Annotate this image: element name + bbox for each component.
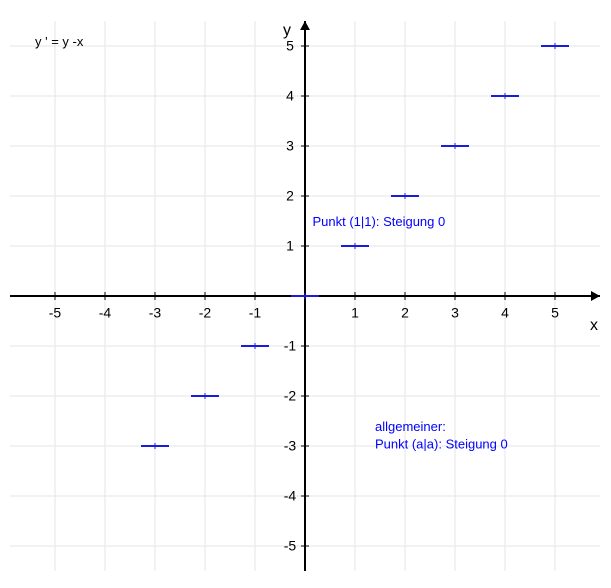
x-tick-label: -4 — [99, 305, 112, 321]
x-tick-label: -3 — [149, 305, 162, 321]
chart-svg: -5 -4 -3 -2 -1 1 2 3 4 5 -5 -4 -3 -2 -1 1 2 3 4 5 x y y ' = y … — [0, 0, 611, 588]
y-tick-label: -3 — [284, 438, 297, 454]
annotation-1: allgemeiner: — [375, 419, 446, 434]
y-tick-label: -2 — [284, 388, 297, 404]
annotation-2: Punkt (a|a): Steigung 0 — [375, 437, 508, 452]
y-tick-label: 1 — [286, 238, 294, 254]
x-axis-label: x — [590, 317, 598, 334]
x-tick-label: 2 — [401, 305, 409, 321]
x-tick-label: -1 — [249, 305, 262, 321]
annotation-0: Punkt (1|1): Steigung 0 — [313, 214, 446, 229]
y-tick-label: -5 — [284, 538, 297, 554]
x-tick-label: -2 — [199, 305, 212, 321]
slope-field-chart: -5 -4 -3 -2 -1 1 2 3 4 5 -5 -4 -3 -2 -1 1 2 3 4 5 x y y ' = y … — [0, 0, 611, 588]
y-tick-label: 3 — [286, 138, 294, 154]
y-tick-label: -1 — [284, 338, 297, 354]
equation-label: y ' = y -x — [35, 34, 84, 49]
x-tick-label: -5 — [49, 305, 62, 321]
x-tick-label: 1 — [351, 305, 359, 321]
y-tick-label: 5 — [286, 38, 294, 54]
x-tick-label: 5 — [551, 305, 559, 321]
y-tick-label: 4 — [286, 88, 294, 104]
y-axis-label: y — [283, 22, 291, 39]
x-tick-label: 4 — [501, 305, 509, 321]
x-tick-label: 3 — [451, 305, 459, 321]
y-tick-label: -4 — [284, 488, 297, 504]
y-tick-label: 2 — [286, 188, 294, 204]
